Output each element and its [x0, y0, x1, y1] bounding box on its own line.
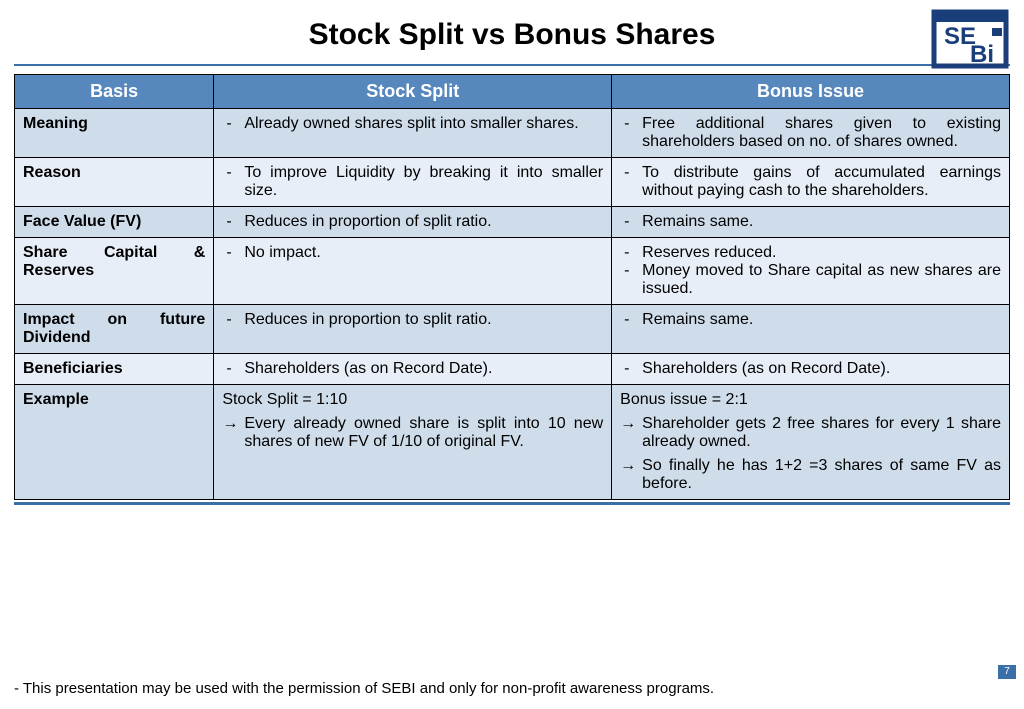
table-cell: Bonus issue = 2:1→Shareholder gets 2 fre…: [612, 385, 1010, 500]
row-basis: Example: [15, 385, 214, 500]
table-cell: -To improve Liquidity by breaking it int…: [214, 158, 612, 207]
top-divider: [14, 64, 1010, 66]
bottom-divider: [14, 502, 1010, 505]
page-title: Stock Split vs Bonus Shares: [0, 0, 1024, 64]
table-row-example: ExampleStock Split = 1:10→Every already …: [15, 385, 1010, 500]
row-basis: Meaning: [15, 109, 214, 158]
footer-note: - This presentation may be used with the…: [14, 680, 1010, 697]
row-basis: Impact on future Dividend: [15, 305, 214, 354]
table-cell: -Free additional shares given to existin…: [612, 109, 1010, 158]
table-row: Reason-To improve Liquidity by breaking …: [15, 158, 1010, 207]
row-basis: Share Capital & Reserves: [15, 238, 214, 305]
row-basis: Beneficiaries: [15, 354, 214, 385]
comparison-table: Basis Stock Split Bonus Issue Meaning-Al…: [14, 74, 1010, 500]
sebi-logo: SE Bi: [930, 8, 1010, 70]
table-row: Face Value (FV)-Reduces in proportion of…: [15, 207, 1010, 238]
table-cell: -Remains same.: [612, 305, 1010, 354]
table-row: Share Capital & Reserves-No impact.-Rese…: [15, 238, 1010, 305]
table-cell: -Reduces in proportion to split ratio.: [214, 305, 612, 354]
table-cell: -Shareholders (as on Record Date).: [612, 354, 1010, 385]
table-cell: -Remains same.: [612, 207, 1010, 238]
table-cell: -Reduces in proportion of split ratio.: [214, 207, 612, 238]
col-header-split: Stock Split: [214, 75, 612, 109]
col-header-basis: Basis: [15, 75, 214, 109]
table-cell: -Reserves reduced.-Money moved to Share …: [612, 238, 1010, 305]
svg-text:Bi: Bi: [970, 41, 994, 68]
table-cell: -No impact.: [214, 238, 612, 305]
table-row: Impact on future Dividend-Reduces in pro…: [15, 305, 1010, 354]
col-header-bonus: Bonus Issue: [612, 75, 1010, 109]
table-row: Meaning-Already owned shares split into …: [15, 109, 1010, 158]
row-basis: Reason: [15, 158, 214, 207]
table-cell: -Shareholders (as on Record Date).: [214, 354, 612, 385]
table-cell: -Already owned shares split into smaller…: [214, 109, 612, 158]
table-cell: Stock Split = 1:10→Every already owned s…: [214, 385, 612, 500]
page-number: 7: [998, 665, 1016, 679]
table-row: Beneficiaries-Shareholders (as on Record…: [15, 354, 1010, 385]
row-basis: Face Value (FV): [15, 207, 214, 238]
table-cell: -To distribute gains of accumulated earn…: [612, 158, 1010, 207]
table-header-row: Basis Stock Split Bonus Issue: [15, 75, 1010, 109]
